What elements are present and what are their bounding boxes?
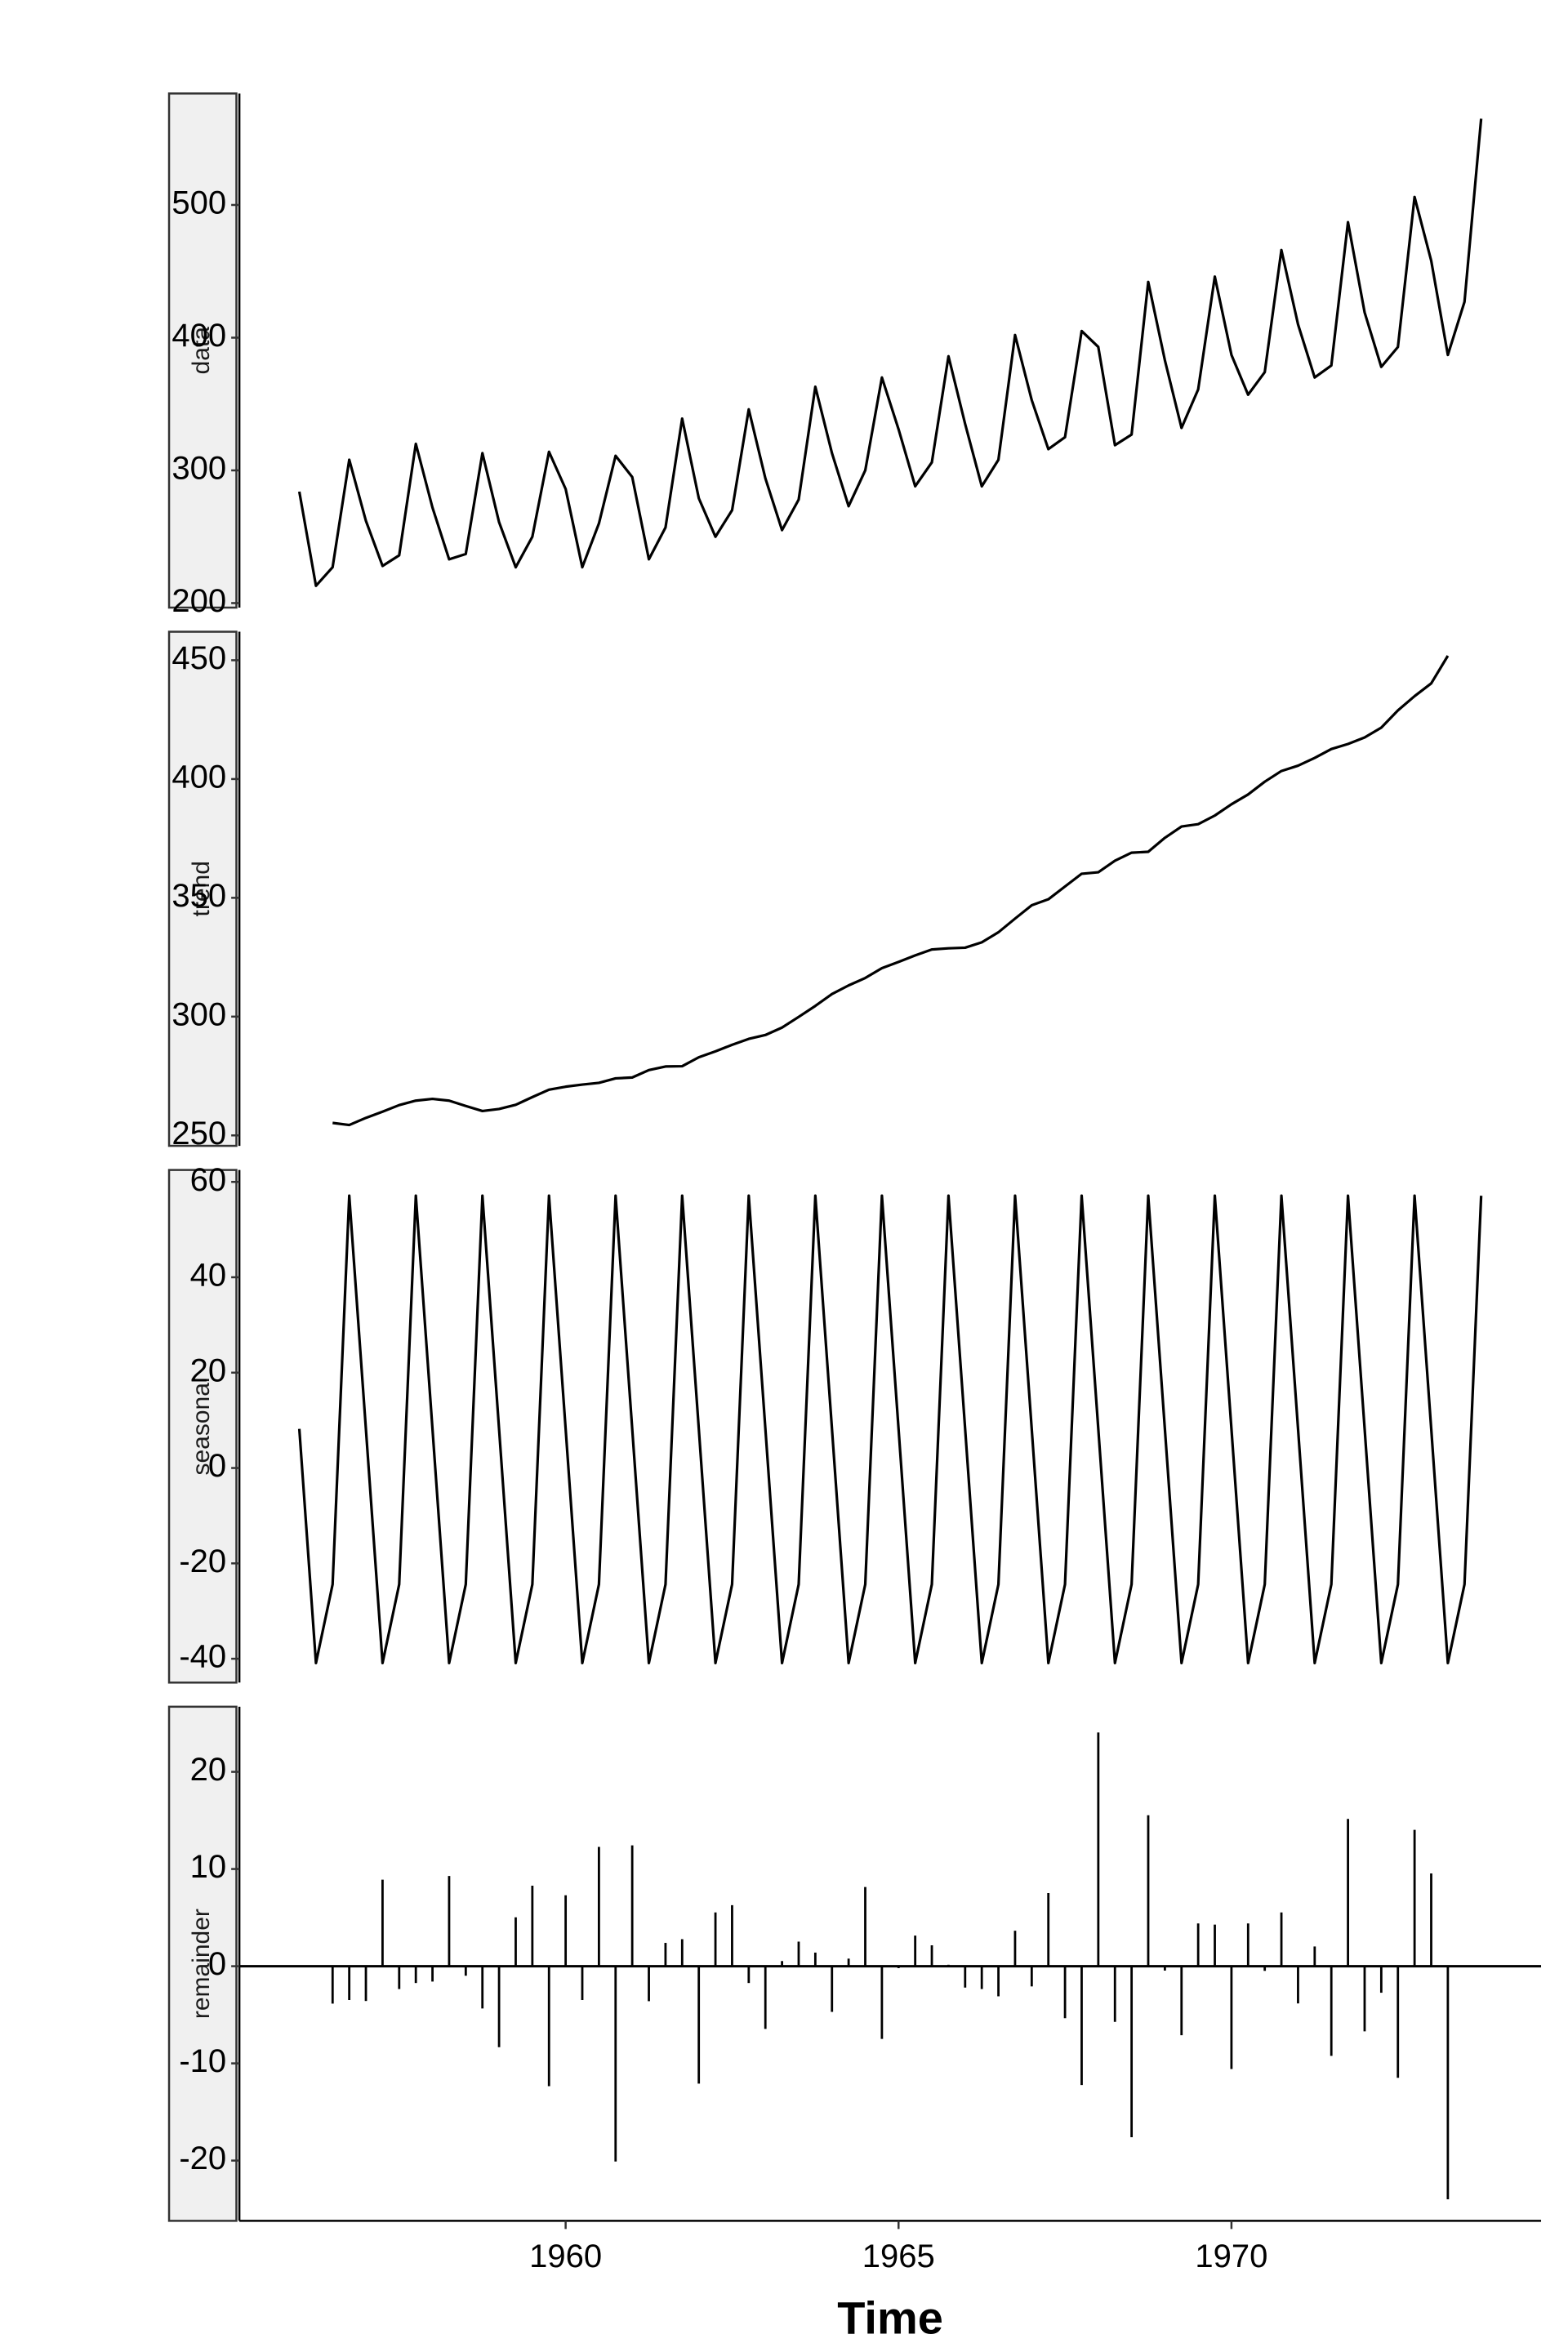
x-tick-label: 1970: [1195, 2238, 1267, 2274]
y-tick-label: 40: [190, 1258, 227, 1294]
strip-label: trend: [188, 861, 215, 916]
strip-box: [167, 1705, 238, 2222]
x-tick-label: 1960: [529, 2238, 602, 2274]
y-tick-label: 450: [172, 640, 226, 676]
strip-label: data: [188, 327, 215, 375]
y-tick-label: 400: [172, 759, 226, 795]
y-tick-label: -40: [179, 1639, 226, 1675]
x-tick-label: 1965: [862, 2238, 935, 2274]
series-line: [297, 1194, 1483, 1664]
y-tick-label: 10: [190, 1849, 227, 1885]
series-line: [332, 655, 1450, 1127]
y-tick-label: 300: [172, 451, 226, 487]
strip-label: seasonal: [188, 1377, 215, 1475]
strip-box: [167, 92, 238, 609]
y-tick-label: -20: [179, 1544, 226, 1579]
y-tick-label: 60: [190, 1162, 227, 1198]
y-tick-label: 400: [172, 318, 226, 354]
y-tick-label: 200: [172, 583, 226, 619]
series-line: [297, 118, 1483, 587]
y-tick-label: 0: [208, 1946, 226, 1982]
strip-label: remainder: [188, 1909, 215, 2019]
y-tick-label: 350: [172, 878, 226, 914]
strip-box: [167, 630, 238, 1147]
x-axis-title: Time: [837, 2292, 943, 2343]
y-tick-label: 20: [190, 1752, 227, 1788]
y-tick-label: -10: [179, 2043, 226, 2079]
y-tick-label: -20: [179, 2140, 226, 2176]
strip-box: [167, 1169, 238, 1684]
y-tick-label: 300: [172, 996, 226, 1032]
y-tick-label: 500: [172, 185, 226, 221]
y-tick-label: 20: [190, 1352, 227, 1388]
y-tick-label: 0: [208, 1448, 226, 1484]
y-tick-label: 250: [172, 1116, 226, 1152]
